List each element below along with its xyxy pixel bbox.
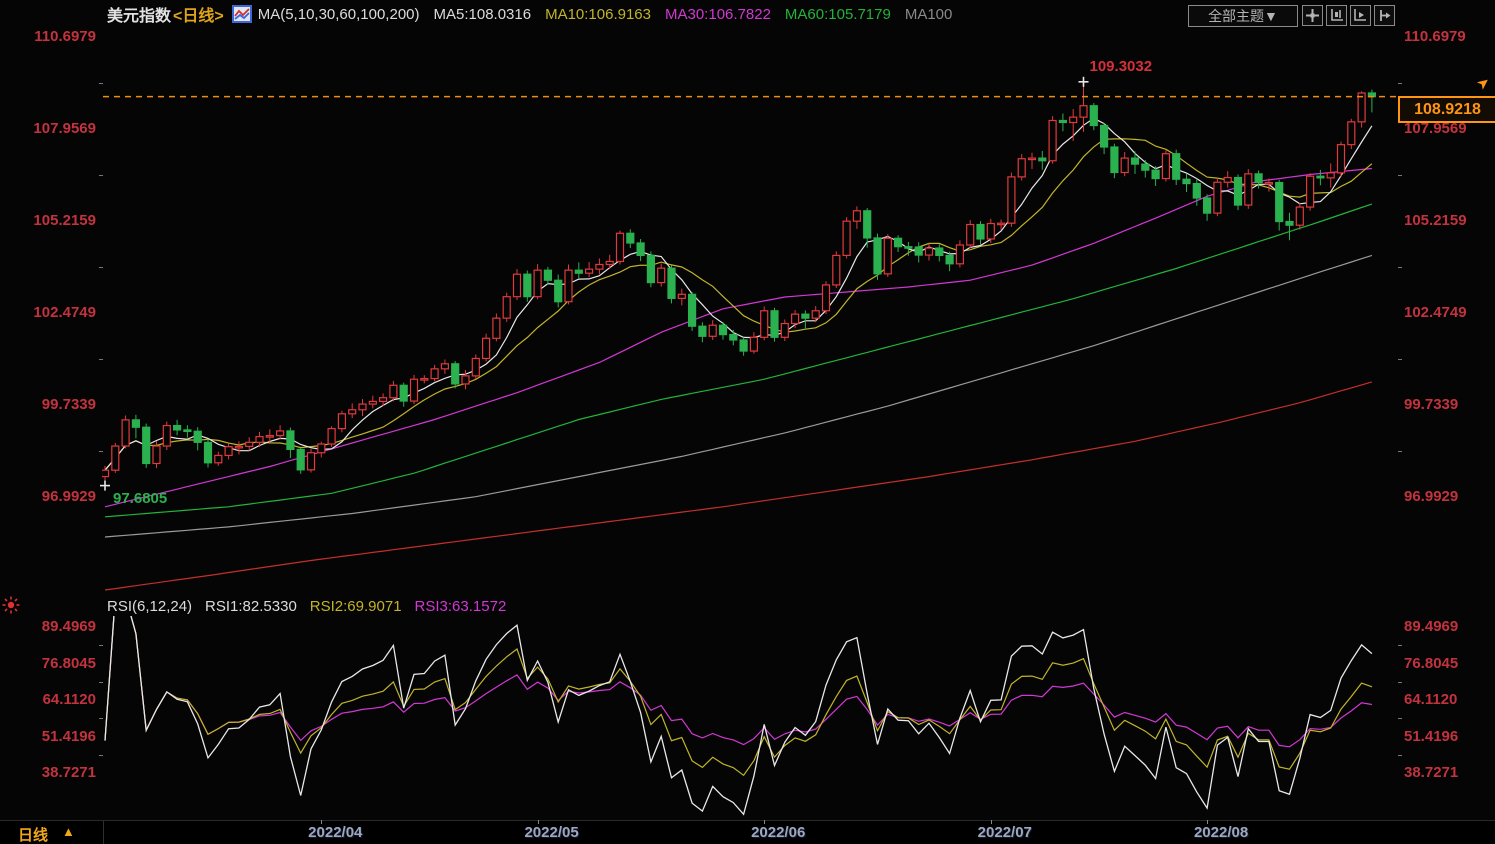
rsi2-value: RSI2:69.9071 bbox=[309, 597, 402, 615]
y-axis-label: 107.9569 bbox=[1404, 119, 1467, 137]
y-axis-label: 76.8045 bbox=[41, 654, 96, 672]
y-axis-label: 64.1120 bbox=[1404, 691, 1458, 708]
axis-tick bbox=[99, 358, 103, 360]
rsi1-value: RSI1:82.5330 bbox=[205, 597, 297, 615]
rsi-indicator-header: RSI(6,12,24) RSI1:82.5330 RSI2:69.9071 R… bbox=[0, 595, 1495, 617]
month-tick bbox=[321, 820, 323, 824]
axis-tick bbox=[99, 266, 103, 268]
period-up-arrow-icon[interactable]: ▲ bbox=[62, 824, 75, 839]
rsi-lines-layer bbox=[104, 616, 1373, 816]
axis-left-chart-icon[interactable] bbox=[1326, 5, 1347, 26]
y-axis-label: 105.2159 bbox=[33, 211, 96, 229]
y-axis-label: 89.4969 bbox=[41, 618, 96, 635]
y-axis-label: 51.4196 bbox=[41, 727, 96, 745]
axis-right-chart-icon[interactable] bbox=[1350, 5, 1371, 26]
y-axis-label: 99.7339 bbox=[1404, 395, 1459, 413]
axis-tick bbox=[99, 718, 103, 720]
axis-tick bbox=[99, 174, 103, 176]
last-price-badge: 108.9218 bbox=[1398, 95, 1495, 123]
axis-tick bbox=[99, 645, 103, 647]
rsi-group-label: RSI(6,12,24) bbox=[107, 597, 193, 615]
month-label: 2022/07 bbox=[977, 824, 1032, 841]
month-label: 2022/06 bbox=[751, 824, 806, 841]
y-axis-label: 110.6979 bbox=[34, 28, 96, 45]
line-chart-icon[interactable] bbox=[231, 5, 252, 23]
axis-tick bbox=[1398, 450, 1402, 452]
y-axis-label: 105.2159 bbox=[1404, 211, 1467, 229]
month-tick bbox=[1207, 820, 1209, 824]
month-label: 2022/08 bbox=[1193, 824, 1249, 841]
month-tick bbox=[990, 820, 992, 824]
period-tag: <日线> bbox=[173, 8, 224, 25]
collapse-right-icon[interactable] bbox=[1374, 5, 1395, 26]
month-label: 2022/05 bbox=[524, 824, 579, 841]
axis-tick bbox=[1398, 266, 1402, 268]
ma30-value: MA30:106.7822 bbox=[665, 5, 771, 23]
y-axis-label: 107.9569 bbox=[33, 119, 96, 137]
y-axis-label: 64.1120 bbox=[42, 691, 96, 708]
y-axis-label: 51.4196 bbox=[1404, 727, 1459, 745]
low-price-annotation: 97.6805 bbox=[113, 489, 168, 507]
high-price-annotation: 109.3032 bbox=[1089, 57, 1153, 75]
y-axis-label: 38.7271 bbox=[41, 764, 96, 781]
rsi3-value: RSI3:63.1572 bbox=[414, 597, 507, 615]
pan-crosshair-icon[interactable] bbox=[1302, 5, 1323, 26]
all-themes-button[interactable]: 全部主题▼ bbox=[1188, 5, 1298, 27]
y-axis-label: 102.4749 bbox=[33, 303, 96, 321]
ma-lines-layer bbox=[104, 117, 1373, 591]
month-tick bbox=[764, 820, 766, 824]
candlestick-layer bbox=[102, 83, 1377, 482]
axis-tick bbox=[1398, 358, 1402, 360]
y-axis-label: 76.8045 bbox=[1404, 654, 1459, 672]
y-axis-label: 99.7339 bbox=[41, 395, 96, 413]
y-axis-label: 102.4749 bbox=[1404, 303, 1467, 321]
axis-divider bbox=[103, 821, 104, 844]
axis-tick bbox=[99, 754, 103, 756]
main-chart-header: 美元指数 <日线> MA(5,10,30,60,100,200) MA5:108.… bbox=[0, 0, 1495, 28]
axis-tick bbox=[1398, 82, 1402, 84]
ma60-value: MA60:105.7179 bbox=[784, 5, 891, 23]
month-label: 2022/04 bbox=[308, 824, 363, 841]
y-axis-label: 96.9929 bbox=[41, 487, 96, 505]
axis-tick bbox=[99, 450, 103, 452]
ma100-label: MA100 bbox=[904, 5, 953, 23]
alert-sun-icon[interactable] bbox=[2, 596, 20, 614]
symbol-title: 美元指数 bbox=[107, 8, 172, 25]
axis-tick bbox=[99, 82, 103, 84]
time-axis-bar: 日线 ▲ bbox=[0, 820, 1495, 844]
axis-tick bbox=[99, 681, 103, 683]
extreme-markers-layer bbox=[100, 76, 1089, 491]
y-axis-label: 89.4969 bbox=[1404, 618, 1459, 635]
y-axis-label: 96.9929 bbox=[1404, 487, 1459, 505]
y-axis-label: 110.6979 bbox=[1404, 28, 1466, 45]
axis-tick bbox=[1398, 645, 1402, 647]
axis-tick bbox=[1398, 681, 1402, 683]
axis-tick bbox=[1398, 174, 1402, 176]
ma-group-label: MA(5,10,30,60,100,200) bbox=[257, 5, 420, 23]
ma5-value: MA5:108.0316 bbox=[433, 5, 532, 23]
ma10-value: MA10:106.9163 bbox=[545, 5, 651, 23]
axis-tick bbox=[1398, 718, 1402, 720]
month-tick bbox=[537, 820, 539, 824]
bottom-period-label[interactable]: 日线 bbox=[18, 827, 49, 844]
axis-tick bbox=[1398, 754, 1402, 756]
y-axis-label: 38.7271 bbox=[1404, 764, 1459, 781]
